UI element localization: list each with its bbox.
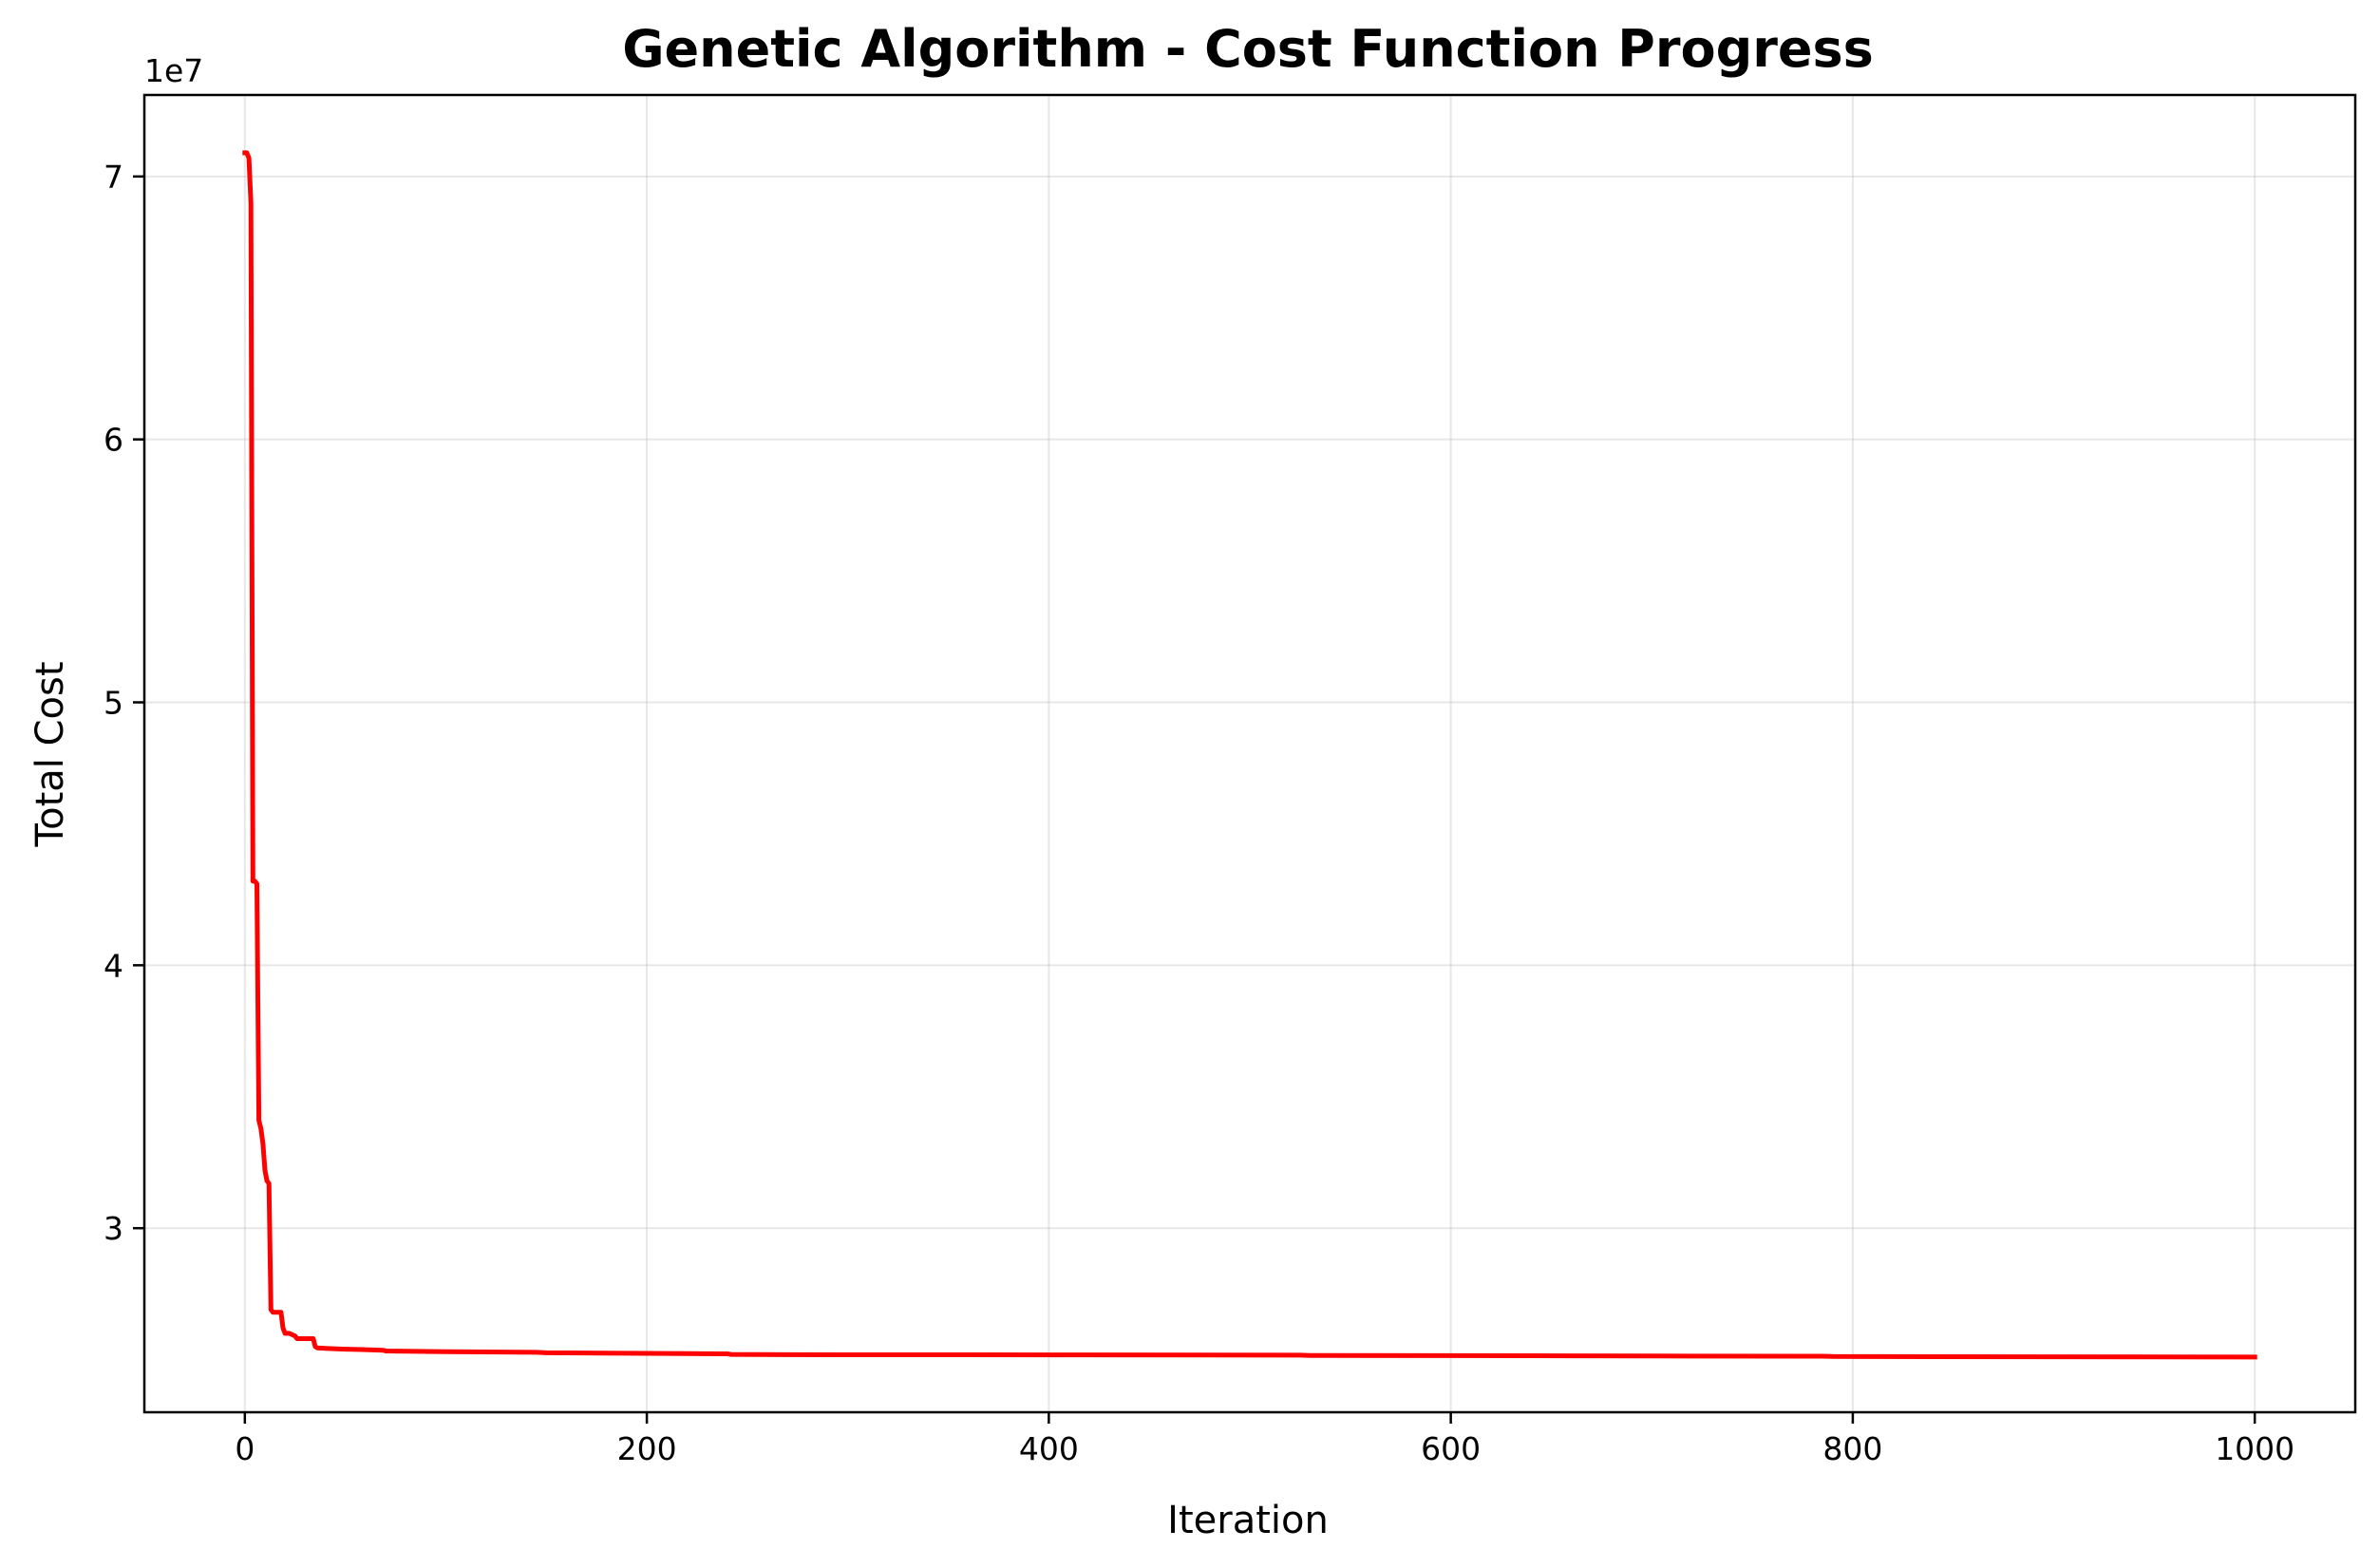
x-tick-label: 0 <box>235 1430 255 1467</box>
y-offset-label: 1e7 <box>144 52 203 89</box>
x-tick-label: 1000 <box>2215 1430 2294 1467</box>
y-tick-label: 4 <box>104 947 123 984</box>
series-layer <box>242 150 2257 1360</box>
y-tick-label: 5 <box>104 685 123 722</box>
x-tick-label: 600 <box>1421 1430 1481 1467</box>
x-axis-ticks: 0 200 400 600 800 1000 <box>235 1412 2294 1467</box>
y-tick-label: 7 <box>104 159 123 196</box>
x-tick-label: 200 <box>617 1430 677 1467</box>
x-tick-label: 800 <box>1822 1430 1882 1467</box>
x-tick-label: 400 <box>1019 1430 1079 1467</box>
x-axis-label: Iteration <box>1167 1499 1329 1542</box>
series-line <box>242 150 2257 1360</box>
y-axis-ticks: 3 4 5 6 7 <box>104 159 144 1247</box>
chart-title: Genetic Algorithm - Cost Function Progre… <box>622 19 1874 79</box>
y-tick-label: 6 <box>104 422 123 459</box>
plot-frame <box>142 93 2357 1414</box>
y-tick-label: 3 <box>104 1210 123 1247</box>
y-axis-label: Total Cost <box>28 661 72 847</box>
grid <box>144 95 2355 1412</box>
